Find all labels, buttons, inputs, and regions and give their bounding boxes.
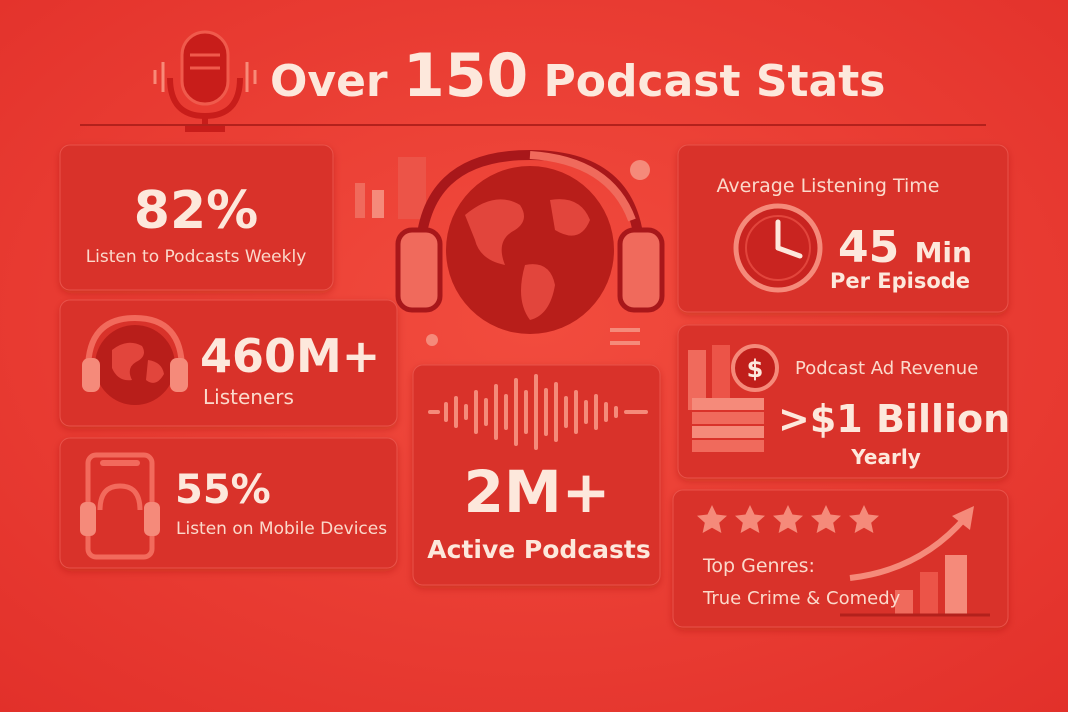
title-part: Over: [270, 56, 388, 107]
globe-headphones-icon-part: [465, 199, 590, 320]
stat: 460M+: [200, 329, 380, 383]
stat-part: Min: [915, 236, 972, 269]
globe-headphones-icon: [355, 149, 665, 346]
globe-headphones-icon-part: [426, 334, 438, 346]
stat-label: Listeners: [203, 385, 294, 409]
globe-headphones-icon-part: [529, 151, 636, 222]
card-heading: Average Listening Time: [717, 175, 940, 197]
title-part: 150: [403, 41, 528, 111]
money-icon: [688, 344, 779, 452]
title: Over 150 Podcast Stats: [270, 41, 885, 111]
headphones-globe-icon-part: [170, 358, 188, 392]
phone-icon: [80, 452, 160, 560]
stat: 2M+: [464, 458, 611, 526]
stat: 55%: [175, 467, 271, 513]
money-icon-part: [692, 426, 764, 438]
headphones-globe-icon-part: [95, 325, 175, 405]
money-icon-part: [731, 344, 779, 392]
growth-icon-part: [895, 590, 913, 615]
growth-icon-part: [945, 555, 967, 615]
stat-label: Active Podcasts: [427, 535, 650, 564]
waveform-icon-part: [428, 374, 648, 450]
stat-part: 45: [838, 222, 899, 273]
card-heading: Top Genres:: [702, 555, 815, 577]
globe-headphones-icon-part: [372, 190, 384, 218]
globe-headphones-icon-part: [398, 157, 426, 219]
phone-icon-part: [144, 502, 160, 536]
money-icon-part: [692, 440, 764, 452]
globe-headphones-icon-part: [355, 183, 365, 218]
headphones-globe-icon-part: [82, 358, 100, 392]
money-icon-part: [692, 398, 764, 410]
mic-icon-part: [153, 62, 257, 92]
growth-icon-part: [920, 572, 938, 615]
clock-icon-part: [775, 245, 803, 259]
money-icon-part: [688, 350, 706, 410]
card-text: True Crime & Comedy: [702, 588, 901, 609]
phone-icon-part: [80, 502, 96, 536]
growth-icon-part: [849, 516, 968, 581]
mic-icon: [153, 30, 257, 132]
growth-icon: [840, 506, 990, 617]
headphones-globe-icon-part: [85, 314, 185, 371]
growth-icon-part: [952, 506, 974, 530]
money-icon-part: [692, 412, 764, 424]
phone-icon-part: [100, 460, 140, 466]
clock-icon: [733, 203, 823, 293]
stat: 82%: [134, 181, 258, 241]
stat: >$1 Billion: [778, 397, 1010, 441]
stat-label: Per Episode: [830, 269, 970, 293]
coin-symbol: $: [747, 355, 764, 383]
globe-headphones-icon-part: [395, 227, 443, 313]
card: [59, 144, 334, 291]
stat-label: Listen on Mobile Devices: [176, 519, 387, 539]
stat: 45 Min: [838, 222, 972, 273]
headphones-globe-icon: [82, 314, 188, 405]
stat-label: Yearly: [850, 445, 920, 469]
waveform-icon: [428, 374, 648, 450]
stat-label: Listen to Podcasts Weekly: [86, 247, 307, 267]
stars-icon: [697, 505, 879, 533]
card: [59, 437, 398, 569]
stars-icon-part: [697, 505, 727, 533]
globe-headphones-icon-part: [617, 227, 665, 313]
clock-icon-part: [745, 215, 811, 281]
money-icon-part: [712, 345, 730, 410]
globe-headphones-icon-part: [630, 160, 650, 180]
headphones-globe-icon-part: [112, 342, 164, 383]
title-part: Podcast Stats: [544, 56, 886, 107]
phone-icon-part: [97, 483, 143, 511]
card-heading: Podcast Ad Revenue: [795, 358, 978, 379]
